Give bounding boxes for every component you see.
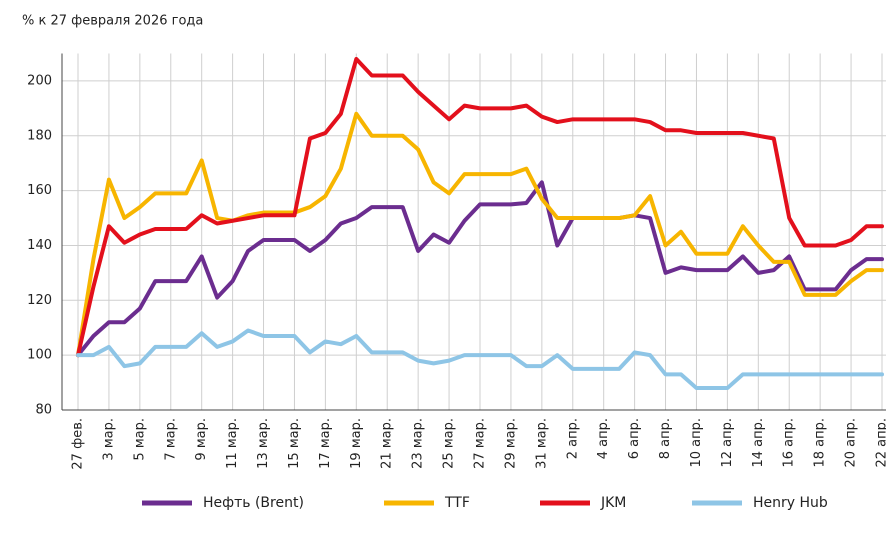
x-tick-label: 20 апр. xyxy=(844,418,859,468)
legend-label: Henry Hub xyxy=(753,495,828,511)
legend-item: JKM xyxy=(540,495,626,511)
x-tick-label: 23 мар. xyxy=(411,418,426,469)
x-tick-label: 21 мар. xyxy=(380,418,395,469)
y-tick-label: 200 xyxy=(27,73,52,88)
x-tick-label: 3 мар. xyxy=(101,418,116,461)
chart-subtitle: % к 27 февраля 2026 года xyxy=(22,14,203,29)
series-line xyxy=(76,56,884,358)
x-tick-label: 2 апр. xyxy=(565,418,580,459)
x-tick-label: 19 мар. xyxy=(349,418,364,469)
x-tick-label: 29 мар. xyxy=(503,418,518,469)
x-tick-label: 4 апр. xyxy=(596,418,611,459)
x-tick-label: 12 апр. xyxy=(720,418,735,468)
legend-item: Henry Hub xyxy=(692,495,828,511)
legend-label: JKM xyxy=(600,495,626,511)
series-line xyxy=(76,328,884,391)
x-tick-label: 27 мар. xyxy=(473,418,488,469)
x-tick-label: 10 апр. xyxy=(689,418,704,468)
x-tick-label: 17 мар. xyxy=(318,418,333,469)
x-tick-label: 13 мар. xyxy=(256,418,271,469)
y-tick-label: 120 xyxy=(27,293,52,308)
legend-label: TTF xyxy=(444,495,470,511)
y-tick-label: 180 xyxy=(27,128,52,143)
x-tick-label: 16 апр. xyxy=(782,418,797,468)
series-line xyxy=(76,180,884,358)
x-tick-label: 6 апр. xyxy=(627,418,642,459)
x-tick-label: 22 апр. xyxy=(875,418,886,468)
legend-item: Нефть (Brent) xyxy=(142,495,304,511)
legend-label: Нефть (Brent) xyxy=(203,495,304,511)
x-tick-label: 27 фев. xyxy=(71,418,86,470)
x-tick-label: 14 апр. xyxy=(751,418,766,468)
series-line xyxy=(76,111,884,358)
y-tick-label: 100 xyxy=(27,348,52,363)
y-tick-label: 80 xyxy=(35,403,52,418)
x-tick-label: 11 мар. xyxy=(225,418,240,469)
x-tick-label: 15 мар. xyxy=(287,418,302,469)
x-tick-label: 5 мар. xyxy=(132,418,147,461)
legend-item: TTF xyxy=(384,495,470,511)
y-tick-label: 160 xyxy=(27,183,52,198)
y-tick-label: 140 xyxy=(27,238,52,253)
x-tick-label: 7 мар. xyxy=(163,418,178,461)
x-tick-label: 8 апр. xyxy=(658,418,673,459)
x-tick-label: 18 апр. xyxy=(813,418,828,468)
x-tick-label: 25 мар. xyxy=(442,418,457,469)
x-tick-label: 31 мар. xyxy=(534,418,549,469)
x-tick-label: 9 мар. xyxy=(194,418,209,461)
